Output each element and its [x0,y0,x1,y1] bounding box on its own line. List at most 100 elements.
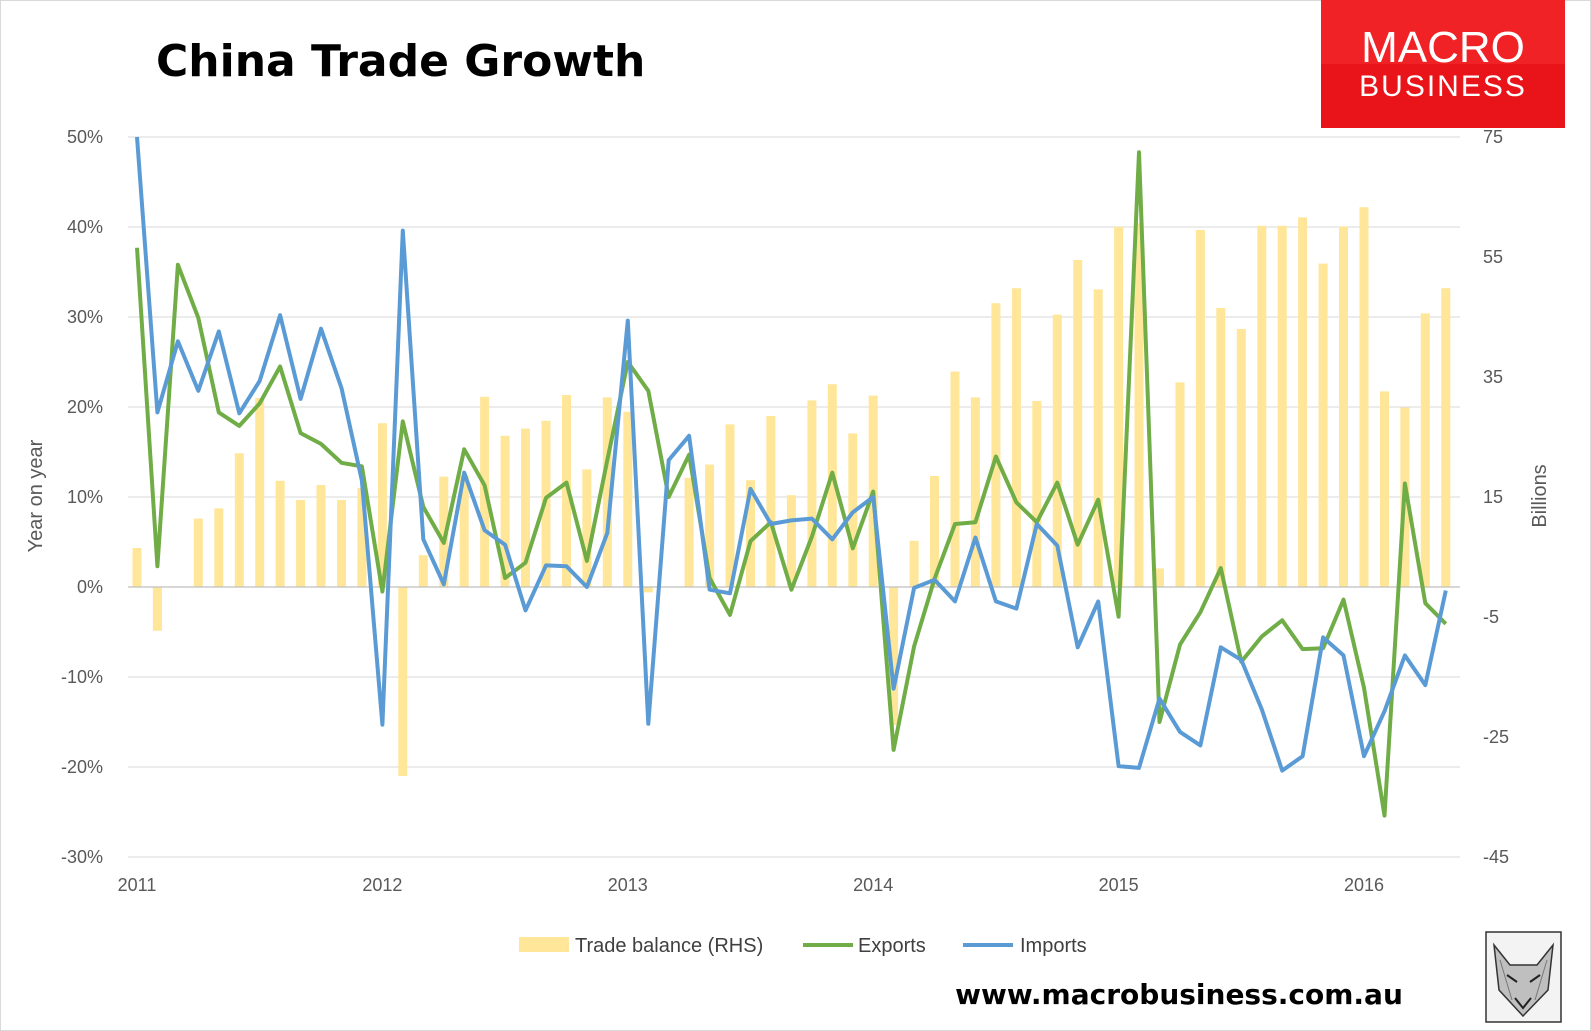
trade-balance-bar [1318,263,1328,587]
y2-axis-title: Billions [1529,464,1551,527]
logo-highlight [1321,0,1565,64]
y-tick-label: 50% [67,127,103,147]
legend-label-imports: Imports [1020,935,1087,957]
trade-balance-bar [1277,225,1287,588]
x-tick-label: 2012 [362,875,402,895]
trade-balance-bar [766,416,776,587]
logo-line1: MACRO [1361,23,1525,72]
fox-icon [1485,931,1562,1023]
trade-balance-bar [377,423,387,587]
legend-label-exports: Exports [858,935,926,957]
trade-balance-bar [275,480,285,587]
y-tick-label: 10% [67,487,103,507]
trade-balance-bar [909,540,919,587]
y2-tick-label: 15 [1483,487,1503,507]
trade-balance-bar [889,587,899,725]
logo-line2: BUSINESS [1359,70,1527,103]
y-tick-label: -20% [61,757,103,777]
trade-balance-bar [255,398,265,587]
trade-balance-bar [521,428,530,587]
trade-balance-bar [1073,260,1083,587]
y2-tick-label: 55 [1483,247,1503,267]
y2-tick-label: -45 [1483,847,1509,867]
y-tick-label: -30% [61,847,103,867]
trade-balance-bar [1380,391,1389,587]
trade-balance-bar [1155,568,1164,587]
chart-title: China Trade Growth [156,36,645,87]
trade-balance-bar [970,397,980,587]
right-axis-ticks: 75 55 35 15 -5 -25 -45 [1483,127,1509,867]
trade-balance-bar [1216,308,1226,587]
y2-tick-label: -25 [1483,727,1509,747]
exports-line [135,150,1448,818]
left-axis-ticks: 50% 40% 30% 20% 10% 0% -10% -20% -30% [61,127,103,867]
trade-balance-bar [193,518,203,587]
trade-balance-bar [1175,382,1185,587]
y-tick-label: -10% [61,667,103,687]
trade-balance-bar [500,435,510,587]
trade-balance-bar [459,475,469,587]
trade-balance-bar [1339,226,1348,587]
trade-balance-bar [725,424,735,587]
x-tick-label: 2011 [118,875,157,895]
trade-balance-bar [1236,329,1246,587]
y-axis-title: Year on year [25,439,47,552]
trade-balance-bar [132,548,142,587]
x-tick-label: 2013 [608,875,648,895]
trade-balance-bar [398,587,408,776]
trade-balance-bar [1093,289,1103,587]
trade-balance-bar [1298,217,1308,587]
trade-balance-bar [684,477,694,587]
trade-balance-bar [337,500,346,587]
y-tick-label: 40% [67,217,103,237]
trade-balance-bar [746,480,755,587]
trade-balance-bar [1011,288,1021,587]
trade-balance-bar [1032,401,1042,587]
trade-balance-bar [214,508,224,587]
website-url: www.macrobusiness.com.au [955,978,1403,1011]
trade-balance-bar [786,495,796,587]
trade-balance-bar [439,476,449,587]
legend-swatch-trade-balance [519,937,569,952]
y-tick-label: 20% [67,397,103,417]
trade-balance-bar [807,400,817,587]
trade-balance-bar [930,476,939,587]
trade-balance-bar [152,587,162,631]
y-tick-label: 0% [77,577,103,597]
trade-balance-bar [1195,230,1205,587]
logo-background [1321,0,1565,128]
trade-balance-bar [623,411,633,587]
trade-balance-bar [1257,225,1267,588]
trade-balance-bar [705,464,715,587]
trade-balance-bar [1134,223,1144,587]
x-tick-label: 2016 [1344,875,1384,895]
series-lines [135,136,1448,818]
y2-tick-label: 75 [1483,127,1503,147]
trade-balance-bar [1052,314,1062,587]
trade-balance-bar [827,384,837,587]
trade-balance-bar [1359,207,1369,587]
trade-balance-bar [991,303,1001,587]
trade-balance-bar [582,469,592,587]
trade-balance-bar [950,371,960,587]
x-tick-label: 2014 [853,875,893,895]
legend: Trade balance (RHS) Exports Imports [519,935,1087,957]
trade-balance-bar [357,488,367,587]
x-axis-ticks: 2011 2012 2013 2014 2015 2016 [118,875,1384,895]
trade-balance-bar [418,555,428,587]
trade-balance-bar [562,395,571,587]
trade-balance-bar [643,587,653,593]
trade-balance-bar [316,485,326,587]
x-tick-label: 2015 [1099,875,1139,895]
gridlines [128,136,1460,858]
legend-label-trade-balance: Trade balance (RHS) [575,935,763,957]
imports-line [135,136,1448,773]
trade-balance-bar [1114,227,1124,587]
trade-balance-bar [296,500,306,587]
macrobusiness-logo: MACRO BUSINESS [1321,0,1565,128]
trade-balance-bar [1441,288,1451,587]
trade-balance-bar [602,397,612,587]
y-tick-label: 30% [67,307,103,327]
y2-tick-label: -5 [1483,607,1499,627]
